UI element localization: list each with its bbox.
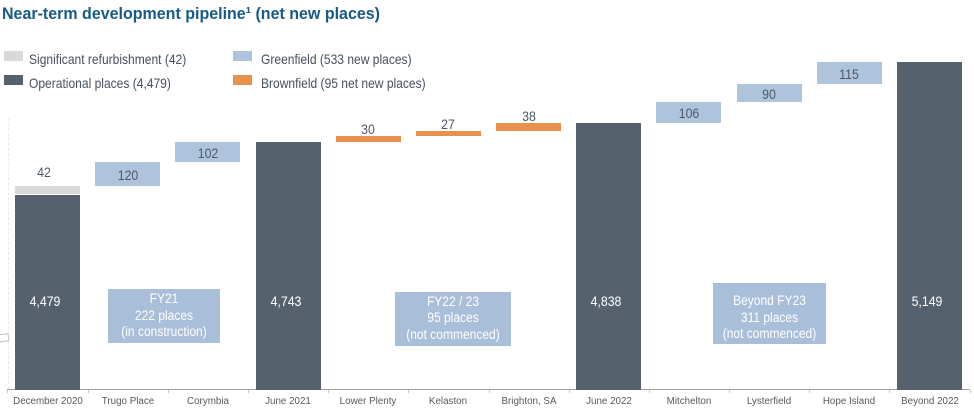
x-axis-tick [809, 390, 811, 393]
annotation-line: 311 places [740, 309, 799, 325]
legend-label-operational: Operational places (4,479) [29, 75, 171, 92]
chart-title: Near-term development pipeline¹ (net new… [2, 5, 392, 24]
annotation-line: FY22 / 23 [426, 293, 480, 309]
bar-value-label-kelaston-brownfield: 27 [441, 115, 456, 132]
bar-beyond-2022-operational [897, 61, 962, 390]
bar-value-label-lysterfield-greenfield: 90 [762, 86, 776, 102]
bar-december-2020-operational [15, 194, 80, 390]
bar-value-label-brighton-sa-brownfield: 38 [521, 108, 536, 125]
legend-label-greenfield: Greenfield (533 new places) [260, 50, 412, 67]
annotation-line: 95 places [427, 310, 479, 326]
x-axis-tick [167, 390, 169, 393]
category-label-lysterfield: Lysterfield [746, 396, 792, 407]
legend-label-brownfield: Brownfield (95 net new places) [260, 75, 426, 92]
annotation-line: FY21 [149, 291, 179, 307]
category-label-mitchelton: Mitchelton [666, 396, 712, 407]
annotation-line: (not commenced) [722, 326, 817, 341]
legend-swatch-greenfield [232, 50, 252, 61]
x-axis-line [7, 388, 970, 391]
category-label-beyond-2022: Beyond 2022 [900, 396, 959, 407]
bar-lysterfield-greenfield [736, 84, 802, 103]
category-label-brighton-sa: Brighton, SA [501, 396, 557, 407]
axis-break-marker [0, 332, 10, 343]
bar-brighton-sa-brownfield [496, 123, 562, 131]
bar-hope-island-greenfield [816, 61, 882, 85]
bar-value-label-corymbia-greenfield: 102 [197, 144, 219, 161]
bar-trugo-place-greenfield [95, 162, 161, 187]
category-label-june-2021: June 2021 [265, 396, 311, 407]
bar-value-label-mitchelton-greenfield: 106 [678, 105, 700, 122]
annotation-line: (not commenced) [406, 326, 500, 342]
category-label-corymbia: Corymbia [186, 396, 229, 407]
bar-value-label-trugo-place-greenfield: 120 [117, 166, 138, 183]
x-axis-tick [7, 390, 9, 393]
annotation-line: 222 places [134, 307, 194, 323]
x-axis-tick [408, 390, 410, 393]
bar-value-label-beyond-2022-operational: 5,149 [911, 292, 943, 309]
bar-december-2020-refurbishment [15, 186, 80, 195]
x-axis-tick [488, 390, 490, 393]
annotation-line: Beyond FY23 [733, 293, 806, 308]
bar-june-2021-operational [255, 142, 321, 390]
bar-value-label-june-2022-operational: 4,838 [590, 292, 622, 309]
x-axis-tick [648, 390, 650, 393]
bar-value-label-lower-plenty-brownfield: 30 [361, 121, 376, 138]
bar-lower-plenty-brownfield [335, 136, 401, 143]
legend-swatch-operational [4, 75, 23, 86]
bar-value-label-hope-island-greenfield: 115 [839, 65, 860, 82]
category-label-lower-plenty: Lower Plenty [339, 396, 397, 407]
x-axis-tick [969, 390, 971, 393]
annotation-beyond-fy23: Beyond FY23 311 places (not commenced) [713, 282, 826, 344]
x-axis-tick [328, 390, 330, 393]
category-label-june-2022: June 2022 [585, 396, 632, 407]
annotation-line: (in construction) [121, 324, 207, 340]
x-axis-tick [889, 390, 891, 393]
bar-june-2022-operational [576, 123, 642, 390]
bar-kelaston-brownfield [415, 130, 481, 137]
bar-value-label-december-2020-operational: 4,479 [29, 292, 61, 309]
x-axis-tick [248, 390, 249, 393]
legend-swatch-brownfield [232, 75, 252, 86]
bar-value-label-june-2021-operational: 4,743 [270, 292, 301, 309]
bar-value-label-december-2020-refurbishment: 42 [36, 163, 51, 180]
category-label-hope-island: Hope Island [823, 396, 876, 407]
y-axis-line [8, 118, 9, 389]
annotation-fy21: FY21 222 places (in construction) [108, 289, 220, 343]
category-label-december-2020: December 2020 [12, 396, 83, 407]
chart-title-text: Near-term development pipeline¹ (net new… [2, 4, 380, 23]
x-axis-tick [87, 390, 89, 393]
x-axis-tick [729, 390, 730, 393]
category-label-kelaston: Kelaston [429, 396, 468, 407]
bar-corymbia-greenfield [175, 142, 241, 163]
legend-swatch-refurbishment [4, 50, 23, 61]
bar-mitchelton-greenfield [656, 102, 722, 124]
annotation-fy22-23: FY22 / 23 95 places (not commenced) [395, 291, 511, 346]
x-axis-tick [568, 390, 570, 393]
category-label-trugo-place: Trugo Place [101, 396, 154, 407]
legend-label-refurbishment: Significant refurbishment (42) [29, 50, 187, 67]
